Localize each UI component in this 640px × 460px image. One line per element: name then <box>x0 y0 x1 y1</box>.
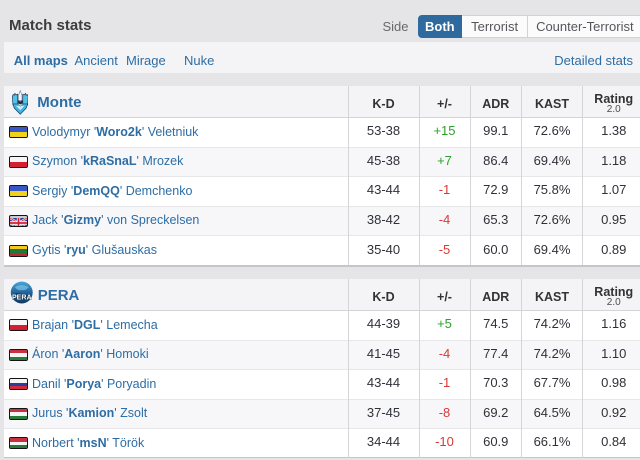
svg-text:PERA: PERA <box>11 295 31 302</box>
